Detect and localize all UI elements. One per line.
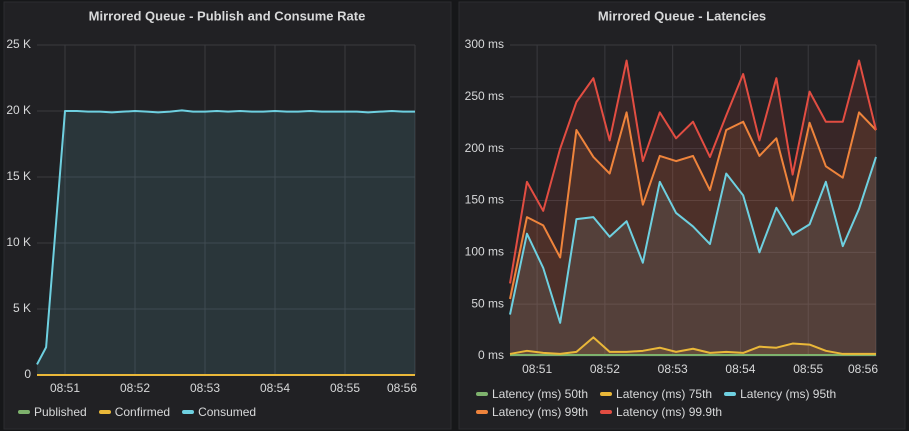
- x-tick-label: 08:56: [387, 381, 417, 395]
- panel: [3, 1, 452, 430]
- legend-label: Latency (ms) 99th: [492, 405, 589, 419]
- x-tick-label: 08:55: [793, 362, 823, 376]
- y-tick-label: 100 ms: [465, 245, 504, 259]
- legend-swatch: [476, 392, 488, 396]
- legend-swatch: [600, 410, 613, 414]
- x-tick-label: 08:55: [330, 381, 360, 395]
- legend-label: Latency (ms) 95th: [740, 387, 837, 401]
- y-tick-label: 15 K: [6, 169, 31, 183]
- legend-label: Published: [34, 405, 87, 419]
- legend-swatch: [476, 410, 488, 414]
- y-tick-label: 20 K: [6, 103, 31, 117]
- legend-item[interactable]: Latency (ms) 99th: [476, 405, 588, 419]
- x-tick-label: 08:53: [658, 362, 688, 376]
- series-area: [37, 110, 415, 375]
- legend-item[interactable]: Confirmed: [98, 405, 171, 419]
- series-line: [509, 336, 876, 355]
- series-area: [510, 60, 876, 357]
- y-tick-label: 0: [24, 367, 31, 381]
- legend-swatch: [98, 410, 111, 414]
- y-tick-label: 10 K: [6, 235, 31, 249]
- panel-title: Mirrored Queue - Latencies: [598, 8, 766, 23]
- legend-label: Confirmed: [114, 405, 171, 419]
- x-tick-label: 08:53: [190, 381, 220, 395]
- series-area: [510, 156, 876, 356]
- legend-item[interactable]: Consumed: [182, 405, 256, 419]
- y-tick-label: 200 ms: [465, 141, 504, 155]
- legend-item[interactable]: Latency (ms) 95th: [724, 387, 836, 401]
- y-tick-label: 50 ms: [471, 296, 504, 310]
- x-tick-label: 08:54: [725, 362, 755, 376]
- legend-swatch: [600, 392, 613, 396]
- series-line: [36, 109, 415, 365]
- y-tick-label: 25 K: [6, 37, 31, 51]
- y-tick-label: 300 ms: [465, 37, 504, 51]
- legend-label: Latency (ms) 99.9th: [616, 405, 723, 419]
- legend-swatch: [182, 410, 195, 414]
- panel: [458, 1, 906, 430]
- y-tick-label: 5 K: [13, 301, 31, 315]
- series-line: [509, 59, 877, 284]
- series-line: [509, 156, 877, 324]
- legend: Latency (ms) 50th Latency (ms) 75th Latenc…: [476, 387, 896, 419]
- x-tick-label: 08:56: [848, 362, 878, 376]
- legend-label: Latency (ms) 75th: [616, 387, 713, 401]
- y-tick-label: 0 ms: [478, 348, 504, 362]
- legend-item[interactable]: Latency (ms) 99.9th: [600, 405, 722, 419]
- x-tick-label: 08:51: [50, 381, 80, 395]
- legend-item[interactable]: Latency (ms) 50th: [476, 387, 588, 401]
- x-tick-label: 08:52: [590, 362, 620, 376]
- legend-item[interactable]: Latency (ms) 75th: [600, 387, 712, 401]
- series-area: [510, 337, 876, 356]
- x-tick-label: 08:51: [522, 362, 552, 376]
- series-line: [509, 111, 877, 300]
- legend-item[interactable]: Published: [18, 405, 87, 419]
- legend: Published Confirmed Consumed: [18, 405, 438, 419]
- y-tick-label: 250 ms: [465, 89, 504, 103]
- x-tick-label: 08:54: [260, 381, 290, 395]
- panel-title: Mirrored Queue - Publish and Consume Rat…: [89, 8, 366, 23]
- legend-label: Latency (ms) 50th: [492, 387, 589, 401]
- x-tick-label: 08:52: [120, 381, 150, 395]
- legend-swatch: [18, 410, 30, 414]
- legend-label: Consumed: [198, 405, 257, 419]
- y-tick-label: 150 ms: [465, 193, 504, 207]
- legend-swatch: [724, 392, 737, 396]
